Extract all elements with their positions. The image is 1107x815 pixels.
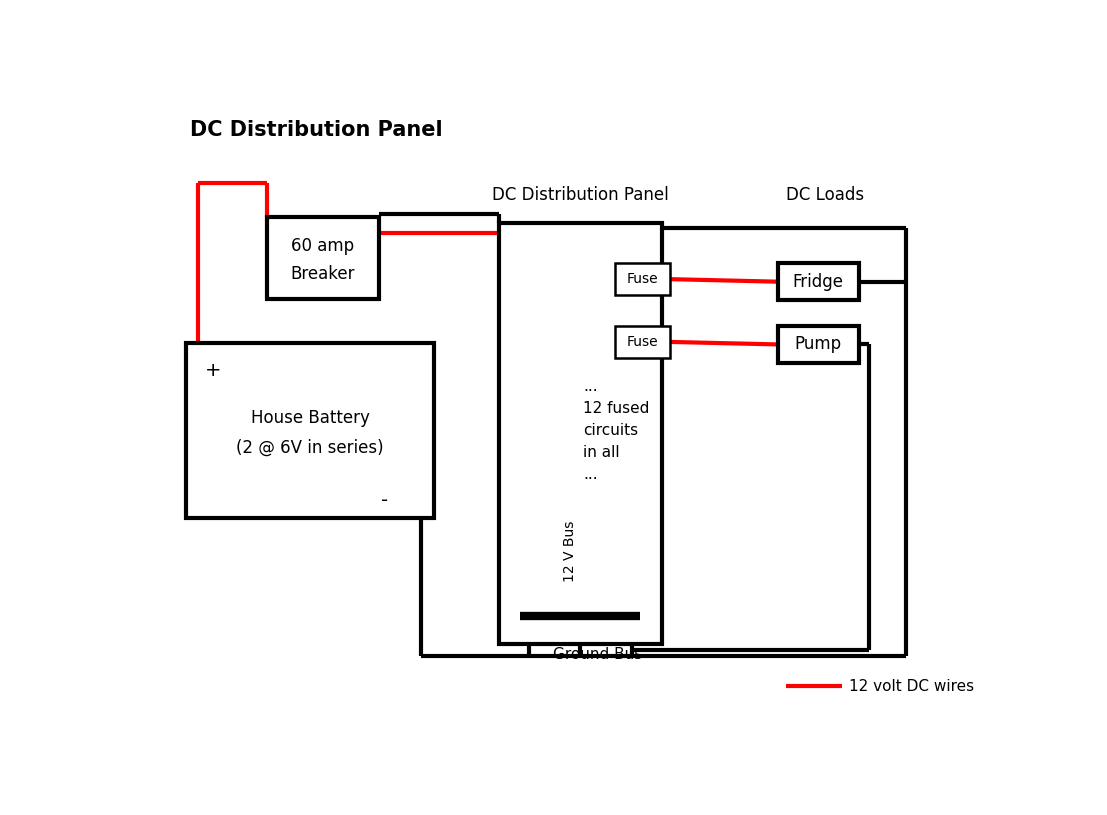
Bar — [186, 342, 434, 518]
Text: Ground Bus: Ground Bus — [552, 647, 642, 662]
Text: ...
12 fused
circuits
in all
...: ... 12 fused circuits in all ... — [583, 378, 650, 482]
Text: +: + — [205, 361, 221, 380]
Text: DC Loads: DC Loads — [786, 187, 863, 205]
Bar — [267, 217, 379, 298]
Text: House Battery: House Battery — [250, 409, 370, 427]
Text: Fuse: Fuse — [627, 335, 659, 349]
Text: Pump: Pump — [795, 336, 841, 354]
Text: Fridge: Fridge — [793, 273, 844, 291]
Text: Breaker: Breaker — [290, 265, 355, 283]
Bar — [777, 263, 859, 300]
Text: 60 amp: 60 amp — [291, 236, 354, 254]
Bar — [614, 263, 671, 296]
Text: -: - — [381, 491, 389, 510]
Bar — [498, 223, 662, 644]
Text: 12 volt DC wires: 12 volt DC wires — [849, 679, 974, 694]
Text: (2 @ 6V in series): (2 @ 6V in series) — [236, 439, 384, 457]
Bar — [777, 326, 859, 363]
Text: Fuse: Fuse — [627, 272, 659, 286]
Text: 12 V Bus: 12 V Bus — [563, 521, 577, 582]
Text: DC Distribution Panel: DC Distribution Panel — [190, 120, 443, 139]
Text: DC Distribution Panel: DC Distribution Panel — [492, 187, 669, 205]
Bar — [614, 326, 671, 359]
